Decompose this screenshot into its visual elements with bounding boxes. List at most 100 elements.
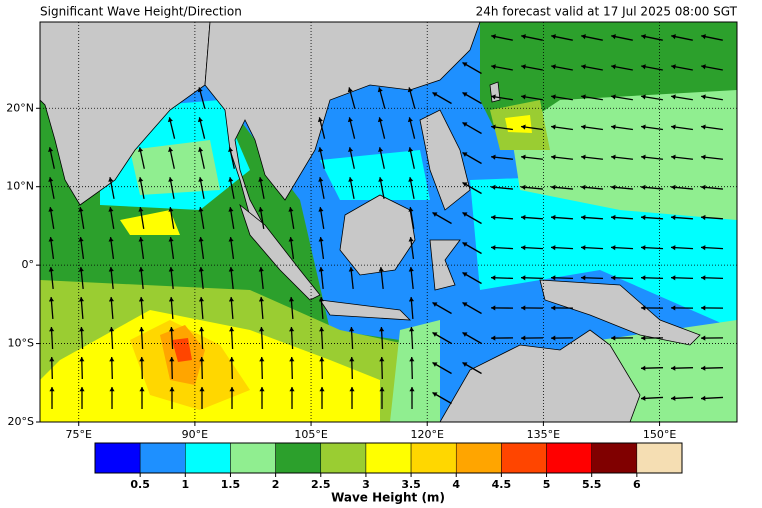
arrow-head bbox=[288, 207, 294, 212]
arrow-head bbox=[462, 242, 468, 247]
arrow-head bbox=[611, 124, 616, 130]
arrow-head bbox=[521, 305, 526, 311]
arrow-head bbox=[48, 177, 54, 182]
arrow-head bbox=[551, 34, 556, 40]
colorbar-tick-label: 2 bbox=[272, 478, 280, 491]
arrow-head bbox=[581, 214, 586, 221]
arrow-head bbox=[641, 335, 646, 341]
arrow-head bbox=[377, 117, 383, 123]
land bbox=[419, 109, 471, 211]
arrow-head bbox=[408, 207, 414, 212]
arrow-head bbox=[671, 34, 676, 40]
arrow-head bbox=[319, 357, 325, 362]
arrow-head bbox=[671, 275, 676, 281]
arrow-head bbox=[318, 267, 324, 272]
arrow-head bbox=[318, 207, 324, 212]
arrow-head bbox=[491, 124, 496, 130]
arrow-head bbox=[641, 275, 646, 281]
map-frame bbox=[39, 21, 738, 423]
arrow-head bbox=[108, 177, 114, 182]
arrow-head bbox=[641, 94, 646, 100]
arrow-head bbox=[641, 154, 646, 160]
arrow-head bbox=[491, 64, 496, 70]
arrow-head bbox=[551, 335, 556, 341]
arrow-head bbox=[197, 87, 203, 93]
arrow-head bbox=[641, 34, 646, 40]
arrow-head bbox=[49, 387, 55, 392]
arrow-head bbox=[641, 365, 646, 371]
wave-zone bbox=[130, 140, 220, 195]
arrow-head bbox=[379, 357, 385, 362]
colorbar-swatch bbox=[591, 442, 638, 474]
arrow-head bbox=[228, 147, 234, 152]
colorbar-frame bbox=[94, 442, 683, 474]
arrow-head bbox=[407, 117, 413, 123]
colorbar-swatch bbox=[455, 442, 502, 474]
colorbar-tick-label: 2.5 bbox=[311, 478, 331, 491]
arrow-head bbox=[289, 387, 295, 392]
arrow-head bbox=[671, 154, 676, 160]
arrow-head bbox=[138, 297, 145, 302]
y-tick-label: 10°S bbox=[8, 337, 34, 350]
x-tick-label: 150°E bbox=[643, 428, 676, 441]
arrow-head bbox=[701, 245, 706, 251]
arrow-head bbox=[198, 267, 204, 272]
arrow-head bbox=[462, 182, 468, 187]
colorbar-tick-label: 4 bbox=[452, 478, 460, 491]
arrow-head bbox=[432, 212, 438, 217]
arrow-head bbox=[701, 64, 706, 70]
arrow-head bbox=[228, 177, 234, 182]
arrow-head bbox=[169, 357, 175, 362]
arrow-head bbox=[581, 275, 586, 281]
arrow-head bbox=[551, 124, 556, 130]
y-tick-label: 20°N bbox=[6, 101, 34, 114]
arrow-head bbox=[671, 184, 676, 190]
arrow-head bbox=[199, 327, 205, 332]
map-subtitle: 24h forecast valid at 17 Jul 2025 08:00 … bbox=[476, 5, 738, 19]
y-tick-label: 0° bbox=[22, 258, 35, 271]
arrow-head bbox=[491, 184, 496, 190]
arrow-head bbox=[521, 154, 526, 160]
arrow-head bbox=[48, 147, 54, 152]
arrow-head bbox=[228, 237, 234, 242]
arrow-head bbox=[641, 64, 646, 70]
arrow-head bbox=[701, 184, 706, 190]
arrow-head bbox=[48, 237, 54, 242]
arrow-head bbox=[671, 305, 676, 311]
arrow-head bbox=[671, 94, 676, 100]
arrow-head bbox=[701, 94, 706, 100]
arrow-head bbox=[349, 357, 355, 362]
arrow-head bbox=[408, 237, 414, 242]
colorbar-tick-label: 5 bbox=[543, 478, 551, 491]
arrow-head bbox=[581, 124, 586, 130]
arrow-head bbox=[349, 387, 355, 392]
arrow-head bbox=[491, 94, 496, 100]
colorbar-swatch bbox=[501, 442, 547, 474]
y-tick-label: 10°N bbox=[6, 180, 34, 193]
wave-zone bbox=[120, 210, 180, 235]
arrow-head bbox=[198, 297, 205, 302]
arrow-head bbox=[671, 365, 676, 371]
colorbar-tick-label: 3 bbox=[362, 478, 370, 491]
arrow-head bbox=[259, 357, 265, 362]
arrow-head bbox=[407, 87, 413, 93]
arrow-head bbox=[491, 305, 496, 311]
arrow-head bbox=[79, 327, 85, 332]
arrow-head bbox=[462, 92, 468, 97]
arrow-head bbox=[288, 237, 294, 242]
arrow-head bbox=[108, 267, 114, 272]
arrow-head bbox=[701, 214, 706, 221]
arrow-head bbox=[611, 154, 616, 160]
arrow-head bbox=[701, 34, 706, 40]
arrow-head bbox=[701, 365, 706, 371]
colorbar-tick-label: 3.5 bbox=[401, 478, 421, 491]
arrow-head bbox=[408, 177, 414, 182]
arrow-head bbox=[48, 297, 55, 302]
arrow-head bbox=[581, 64, 586, 70]
arrow-head bbox=[139, 327, 145, 332]
arrow-head bbox=[49, 327, 55, 332]
arrow-head bbox=[347, 87, 353, 93]
arrow-head bbox=[138, 177, 144, 182]
colorbar-swatch bbox=[320, 442, 367, 474]
arrow-head bbox=[491, 34, 496, 40]
